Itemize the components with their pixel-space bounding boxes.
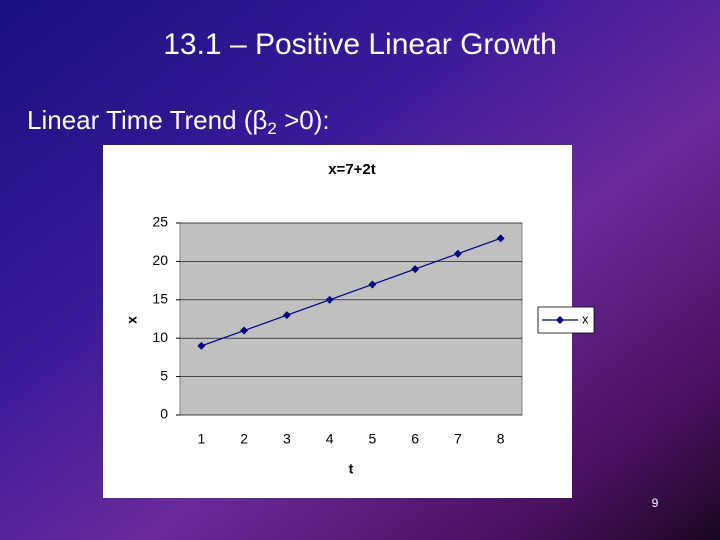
y-tick-label: 5 <box>160 367 168 383</box>
chart-title: x=7+2t <box>328 161 376 178</box>
x-tick-label: 3 <box>283 431 291 447</box>
slide-subtitle: Linear Time Trend (β2 >0): <box>27 105 330 139</box>
plot-area <box>179 222 523 416</box>
subscript: 2 <box>267 119 276 138</box>
subtitle-text: >0): <box>277 105 330 135</box>
x-tick-label: 4 <box>326 431 334 447</box>
data-point <box>240 326 249 335</box>
data-point <box>325 295 334 304</box>
y-tick-label: 10 <box>152 329 168 345</box>
subtitle-text: Linear Time Trend (β <box>27 105 267 135</box>
x-tick-label: 8 <box>497 431 505 447</box>
data-point <box>411 265 420 274</box>
data-point <box>453 249 462 258</box>
data-point <box>368 280 377 289</box>
x-tick-label: 7 <box>454 431 462 447</box>
data-point <box>282 311 291 320</box>
page-number: 9 <box>652 496 659 510</box>
data-point <box>496 234 505 243</box>
y-tick-label: 15 <box>152 291 168 307</box>
x-tick-label: 6 <box>411 431 419 447</box>
y-tick-label: 0 <box>160 406 168 422</box>
data-line <box>201 237 501 347</box>
x-tick-label: 5 <box>368 431 376 447</box>
x-tick-label: 2 <box>240 431 248 447</box>
x-axis-label: t <box>349 461 354 477</box>
slide-title: 13.1 – Positive Linear Growth <box>163 28 557 61</box>
legend-label: x <box>582 311 589 326</box>
y-tick-label: 20 <box>152 252 168 268</box>
x-tick-label: 1 <box>197 431 205 447</box>
y-axis-label: x <box>124 316 140 324</box>
data-point <box>197 341 206 350</box>
y-tick-label: 25 <box>152 214 168 230</box>
legend-marker <box>556 316 564 324</box>
